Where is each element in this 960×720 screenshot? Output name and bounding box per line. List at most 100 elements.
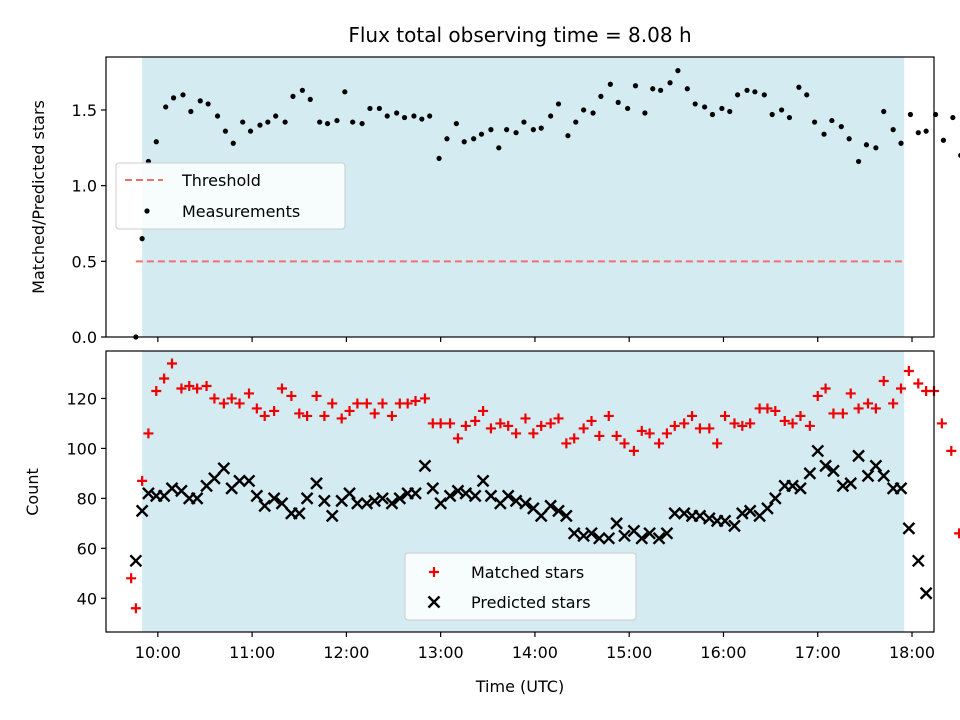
measurement-point bbox=[727, 108, 733, 115]
matched-star-point bbox=[720, 410, 731, 421]
count-y-tick-label: 120 bbox=[66, 389, 97, 408]
predicted-star-point bbox=[635, 531, 649, 545]
predicted-star-point bbox=[275, 497, 289, 510]
measurement-point bbox=[642, 110, 648, 116]
matched-star-point bbox=[319, 410, 330, 421]
matched-star-point bbox=[820, 383, 831, 394]
matched-star-point bbox=[243, 388, 254, 399]
measurement-point bbox=[411, 113, 417, 119]
x-tick-label: 11:00 bbox=[229, 643, 275, 662]
matched-star-point bbox=[845, 388, 856, 399]
measurement-point bbox=[324, 120, 331, 127]
matched-star-point bbox=[137, 475, 148, 486]
matched-star-point bbox=[628, 445, 639, 456]
matched-star-point bbox=[586, 415, 597, 426]
predicted-star-point bbox=[902, 521, 916, 535]
predicted-star-point bbox=[484, 489, 498, 503]
ratio-legend: Threshold Measurements bbox=[115, 162, 346, 230]
predicted-star-point bbox=[668, 507, 682, 520]
predicted-star-point bbox=[544, 499, 557, 513]
matched-star-point bbox=[712, 438, 723, 449]
measurement-point bbox=[615, 99, 621, 106]
predicted-star-point bbox=[476, 474, 490, 488]
predicted-star-point bbox=[267, 492, 281, 505]
measurement-point bbox=[521, 119, 527, 125]
matched-star-point bbox=[679, 418, 690, 429]
measurement-point bbox=[419, 116, 425, 122]
measurement-point bbox=[581, 107, 587, 113]
matched-star-point bbox=[619, 438, 630, 449]
measurement-point bbox=[153, 139, 159, 145]
matched-star-point bbox=[226, 393, 237, 404]
measurement-point bbox=[667, 80, 673, 86]
predicted-star-point bbox=[869, 459, 883, 473]
predicted-star-point bbox=[919, 586, 933, 600]
measurement-point bbox=[139, 236, 145, 242]
measurement-point bbox=[247, 128, 254, 134]
measurement-point bbox=[940, 137, 947, 143]
matched-star-point bbox=[561, 438, 572, 449]
measurement-point bbox=[950, 114, 956, 121]
matched-star-point bbox=[386, 410, 397, 421]
measurement-point bbox=[273, 113, 279, 119]
matched-star-point bbox=[419, 393, 430, 404]
predicted-star-point bbox=[434, 497, 448, 510]
matched-star-point bbox=[276, 383, 287, 394]
predicted-star-point bbox=[233, 474, 246, 488]
matched-star-point bbox=[687, 410, 698, 421]
predicted-star-point bbox=[385, 497, 399, 510]
matched-star-point bbox=[201, 380, 212, 391]
matched-star-point bbox=[779, 415, 790, 426]
x-tick-label: 14:00 bbox=[512, 643, 558, 662]
x-axis-label: Time (UTC) bbox=[475, 677, 564, 696]
predicted-star-point bbox=[468, 489, 482, 503]
matched-star-point bbox=[470, 415, 481, 426]
matched-star-point bbox=[344, 405, 355, 416]
predicted-star-point bbox=[519, 497, 532, 510]
measurement-point bbox=[188, 108, 194, 115]
matched-star-point bbox=[936, 418, 947, 429]
predicted-star-point bbox=[560, 509, 573, 523]
predicted-star-point bbox=[409, 487, 422, 500]
matched-star-point bbox=[863, 398, 874, 409]
measurement-point bbox=[488, 127, 494, 133]
predicted-star-point bbox=[803, 467, 817, 480]
matched-star-point bbox=[896, 383, 907, 394]
matched-star-point bbox=[151, 385, 162, 396]
measurement-point bbox=[394, 110, 400, 116]
predicted-star-point bbox=[677, 507, 691, 520]
legend-measurements-swatch bbox=[144, 208, 150, 214]
measurement-point bbox=[804, 92, 810, 98]
predicted-star-point bbox=[660, 526, 674, 540]
matched-star-point bbox=[460, 420, 471, 431]
ratio-y-axis-label: Matched/Predicted stars bbox=[29, 100, 48, 294]
measurement-point bbox=[684, 86, 690, 92]
measurement-point bbox=[829, 117, 835, 124]
measurement-point bbox=[590, 110, 596, 116]
measurement-point bbox=[915, 130, 921, 136]
matched-star-point bbox=[946, 445, 957, 456]
predicted-star-point bbox=[827, 464, 840, 478]
matched-star-point bbox=[192, 383, 203, 394]
predicted-star-point bbox=[393, 492, 407, 505]
predicted-star-point bbox=[459, 487, 473, 500]
matched-star-point bbox=[402, 398, 413, 409]
matched-star-point bbox=[495, 418, 506, 429]
predicted-star-point bbox=[142, 487, 155, 500]
matched-star-point bbox=[870, 403, 881, 414]
predicted-star-point bbox=[844, 477, 858, 490]
measurement-point bbox=[453, 120, 459, 127]
predicted-star-point bbox=[376, 492, 389, 505]
measurement-point bbox=[735, 92, 741, 98]
matched-star-point bbox=[218, 398, 229, 409]
legend-threshold-label: Threshold bbox=[181, 171, 261, 190]
matched-star-point bbox=[913, 378, 924, 389]
count-legend: Matched stars Predicted stars bbox=[404, 552, 637, 621]
count-y-tick-label: 40 bbox=[77, 589, 97, 608]
matched-star-point bbox=[269, 405, 280, 416]
matched-star-point bbox=[209, 393, 220, 404]
matched-star-point bbox=[812, 390, 823, 401]
count-series-predicted-stars bbox=[129, 444, 933, 600]
matched-star-point bbox=[611, 430, 622, 441]
measurement-point bbox=[881, 108, 887, 115]
